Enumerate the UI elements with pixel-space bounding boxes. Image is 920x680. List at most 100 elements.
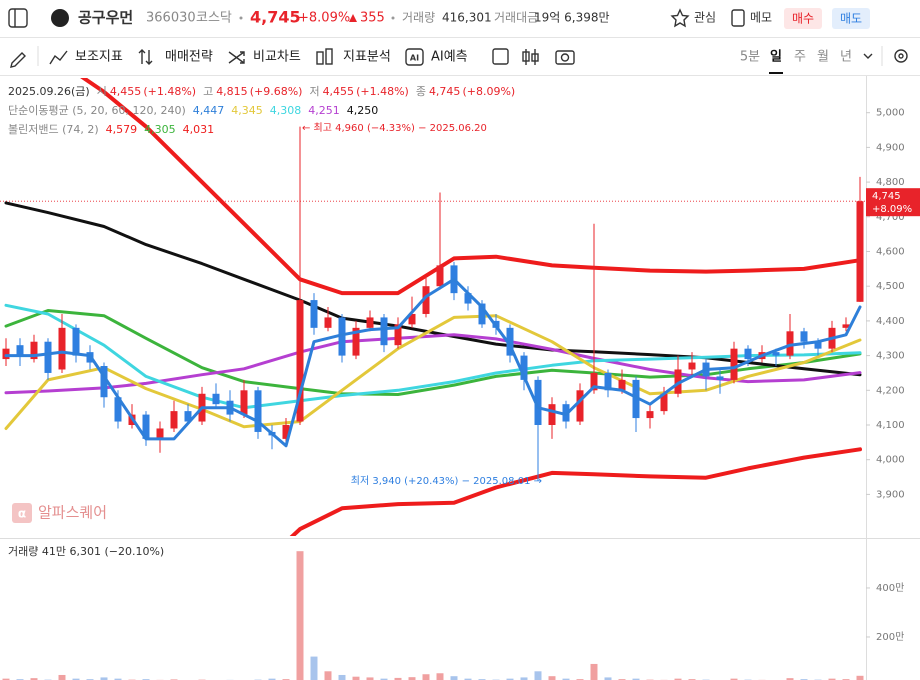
star-icon[interactable]	[670, 8, 690, 28]
buy-label[interactable]: 매수	[792, 12, 814, 26]
candle-body	[786, 331, 794, 356]
price: 4,745	[250, 8, 301, 27]
buy-button[interactable]	[784, 8, 822, 29]
period-button[interactable]: 일	[770, 50, 782, 65]
volume-bar	[548, 676, 556, 680]
indicator-line	[4, 277, 862, 448]
volume-tick-label: 200만	[876, 631, 904, 643]
candle-body	[842, 324, 850, 328]
tool-icon[interactable]	[316, 51, 324, 65]
toolbar-button[interactable]: 매매전략	[165, 50, 213, 65]
toolbar: AI	[0, 46, 920, 76]
camera-icon[interactable]	[555, 50, 575, 65]
y-tick-label: 5,000	[876, 108, 905, 119]
candle-body	[814, 341, 822, 349]
y-tick-label: 4,400	[876, 316, 905, 327]
memo-button[interactable]: 메모	[750, 11, 772, 25]
price-tag	[866, 188, 920, 217]
stock-code: 366030	[146, 11, 196, 26]
candle-body	[170, 411, 178, 429]
ohlc-label: 시	[97, 85, 107, 98]
candle-body	[310, 300, 318, 328]
candle-body	[618, 379, 626, 391]
change: 355	[360, 11, 385, 26]
candle-body	[408, 313, 416, 325]
price-tag-pct: +8.09%	[872, 204, 912, 215]
volume-bar	[352, 676, 360, 680]
amount-label: 거래대금	[494, 11, 538, 25]
draw-icon[interactable]	[10, 52, 26, 68]
watch-button[interactable]: 관심	[694, 11, 716, 25]
watermark-icon-text: α	[18, 507, 26, 521]
date: 2025.09.26(금)	[8, 85, 90, 98]
candle-body	[44, 341, 52, 373]
volume-bar	[674, 678, 682, 680]
candle-body	[436, 265, 444, 287]
tool-icon[interactable]	[228, 51, 245, 64]
volume-bar	[58, 674, 66, 680]
legend-value: 4,251	[308, 104, 340, 117]
volume-bar	[450, 676, 458, 680]
volume-tick-label: 400만	[876, 582, 904, 594]
volume-bar	[114, 678, 122, 680]
memo-icon[interactable]	[731, 9, 745, 27]
tool-icon[interactable]	[325, 48, 333, 65]
candle-body	[590, 372, 598, 391]
indicator-line	[289, 447, 862, 536]
up-arrow	[349, 14, 357, 22]
camera-icon	[560, 53, 570, 62]
candle-body	[58, 327, 66, 370]
sell-button[interactable]	[832, 8, 870, 29]
volume-bar	[730, 678, 738, 680]
candle-icon	[522, 51, 530, 62]
volume-bar	[394, 677, 402, 680]
sell-label[interactable]: 매도	[840, 12, 862, 26]
period-button[interactable]: 주	[794, 50, 806, 65]
legend-value: 4,579	[106, 123, 138, 136]
settings-icon[interactable]	[894, 49, 908, 63]
candle-body	[212, 393, 220, 405]
toolbar-button[interactable]: 보조지표	[75, 50, 123, 65]
square-icon[interactable]	[492, 48, 509, 65]
candle-body	[632, 379, 640, 419]
ai-icon[interactable]	[405, 48, 424, 66]
header: 공구우먼 366030 코스닥 4,745 +8.09% 355 거래량 416…	[0, 8, 920, 38]
period-button[interactable]: 월	[817, 50, 829, 65]
volume-bar	[268, 678, 276, 680]
price-tag-label: 4,745	[872, 191, 901, 202]
volume-bar	[310, 656, 318, 680]
volume-bar	[2, 678, 10, 680]
ohlc-pct: (+9.68%)	[250, 85, 303, 98]
dot	[239, 16, 243, 20]
y-tick-label: 4,000	[876, 455, 905, 466]
y-tick-label: 4,300	[876, 351, 905, 362]
legend-value: 4,031	[183, 123, 215, 136]
toolbar-button[interactable]: 비교차트	[253, 50, 301, 65]
chevron[interactable]	[863, 53, 873, 59]
indicator-line	[80, 78, 862, 296]
tool-icon[interactable]	[138, 49, 153, 65]
period-button[interactable]: 5분	[740, 50, 760, 65]
toolbar-button[interactable]: AI예측	[431, 50, 468, 65]
candle-body	[576, 390, 584, 422]
volume-bar	[422, 674, 430, 680]
ohlc-line: 2025.09.26(금) 시 4,455 (+1.48%) 고 4,815 (+9.68%…	[8, 85, 515, 98]
toolbar-button[interactable]: 지표분석	[343, 50, 391, 65]
market: 코스닥	[196, 11, 232, 26]
ohlc-label: 종	[416, 85, 426, 98]
ohlc-value: 4,455	[323, 85, 355, 98]
candle-body	[464, 293, 472, 304]
tool-icon[interactable]	[49, 50, 68, 65]
volume-bar	[100, 677, 108, 680]
candle-body	[604, 372, 612, 391]
volume-bar	[338, 674, 346, 680]
legend-label: 볼린저밴드 (74, 2)	[8, 123, 99, 136]
legend-value: 4,345	[231, 104, 263, 117]
candle-body	[394, 324, 402, 346]
period-button[interactable]: 년	[840, 50, 852, 65]
candle-body	[800, 331, 808, 342]
change-pct: +8.09%	[298, 11, 350, 26]
volume-bar	[828, 678, 836, 680]
sidebar-toggle[interactable]	[8, 8, 28, 28]
